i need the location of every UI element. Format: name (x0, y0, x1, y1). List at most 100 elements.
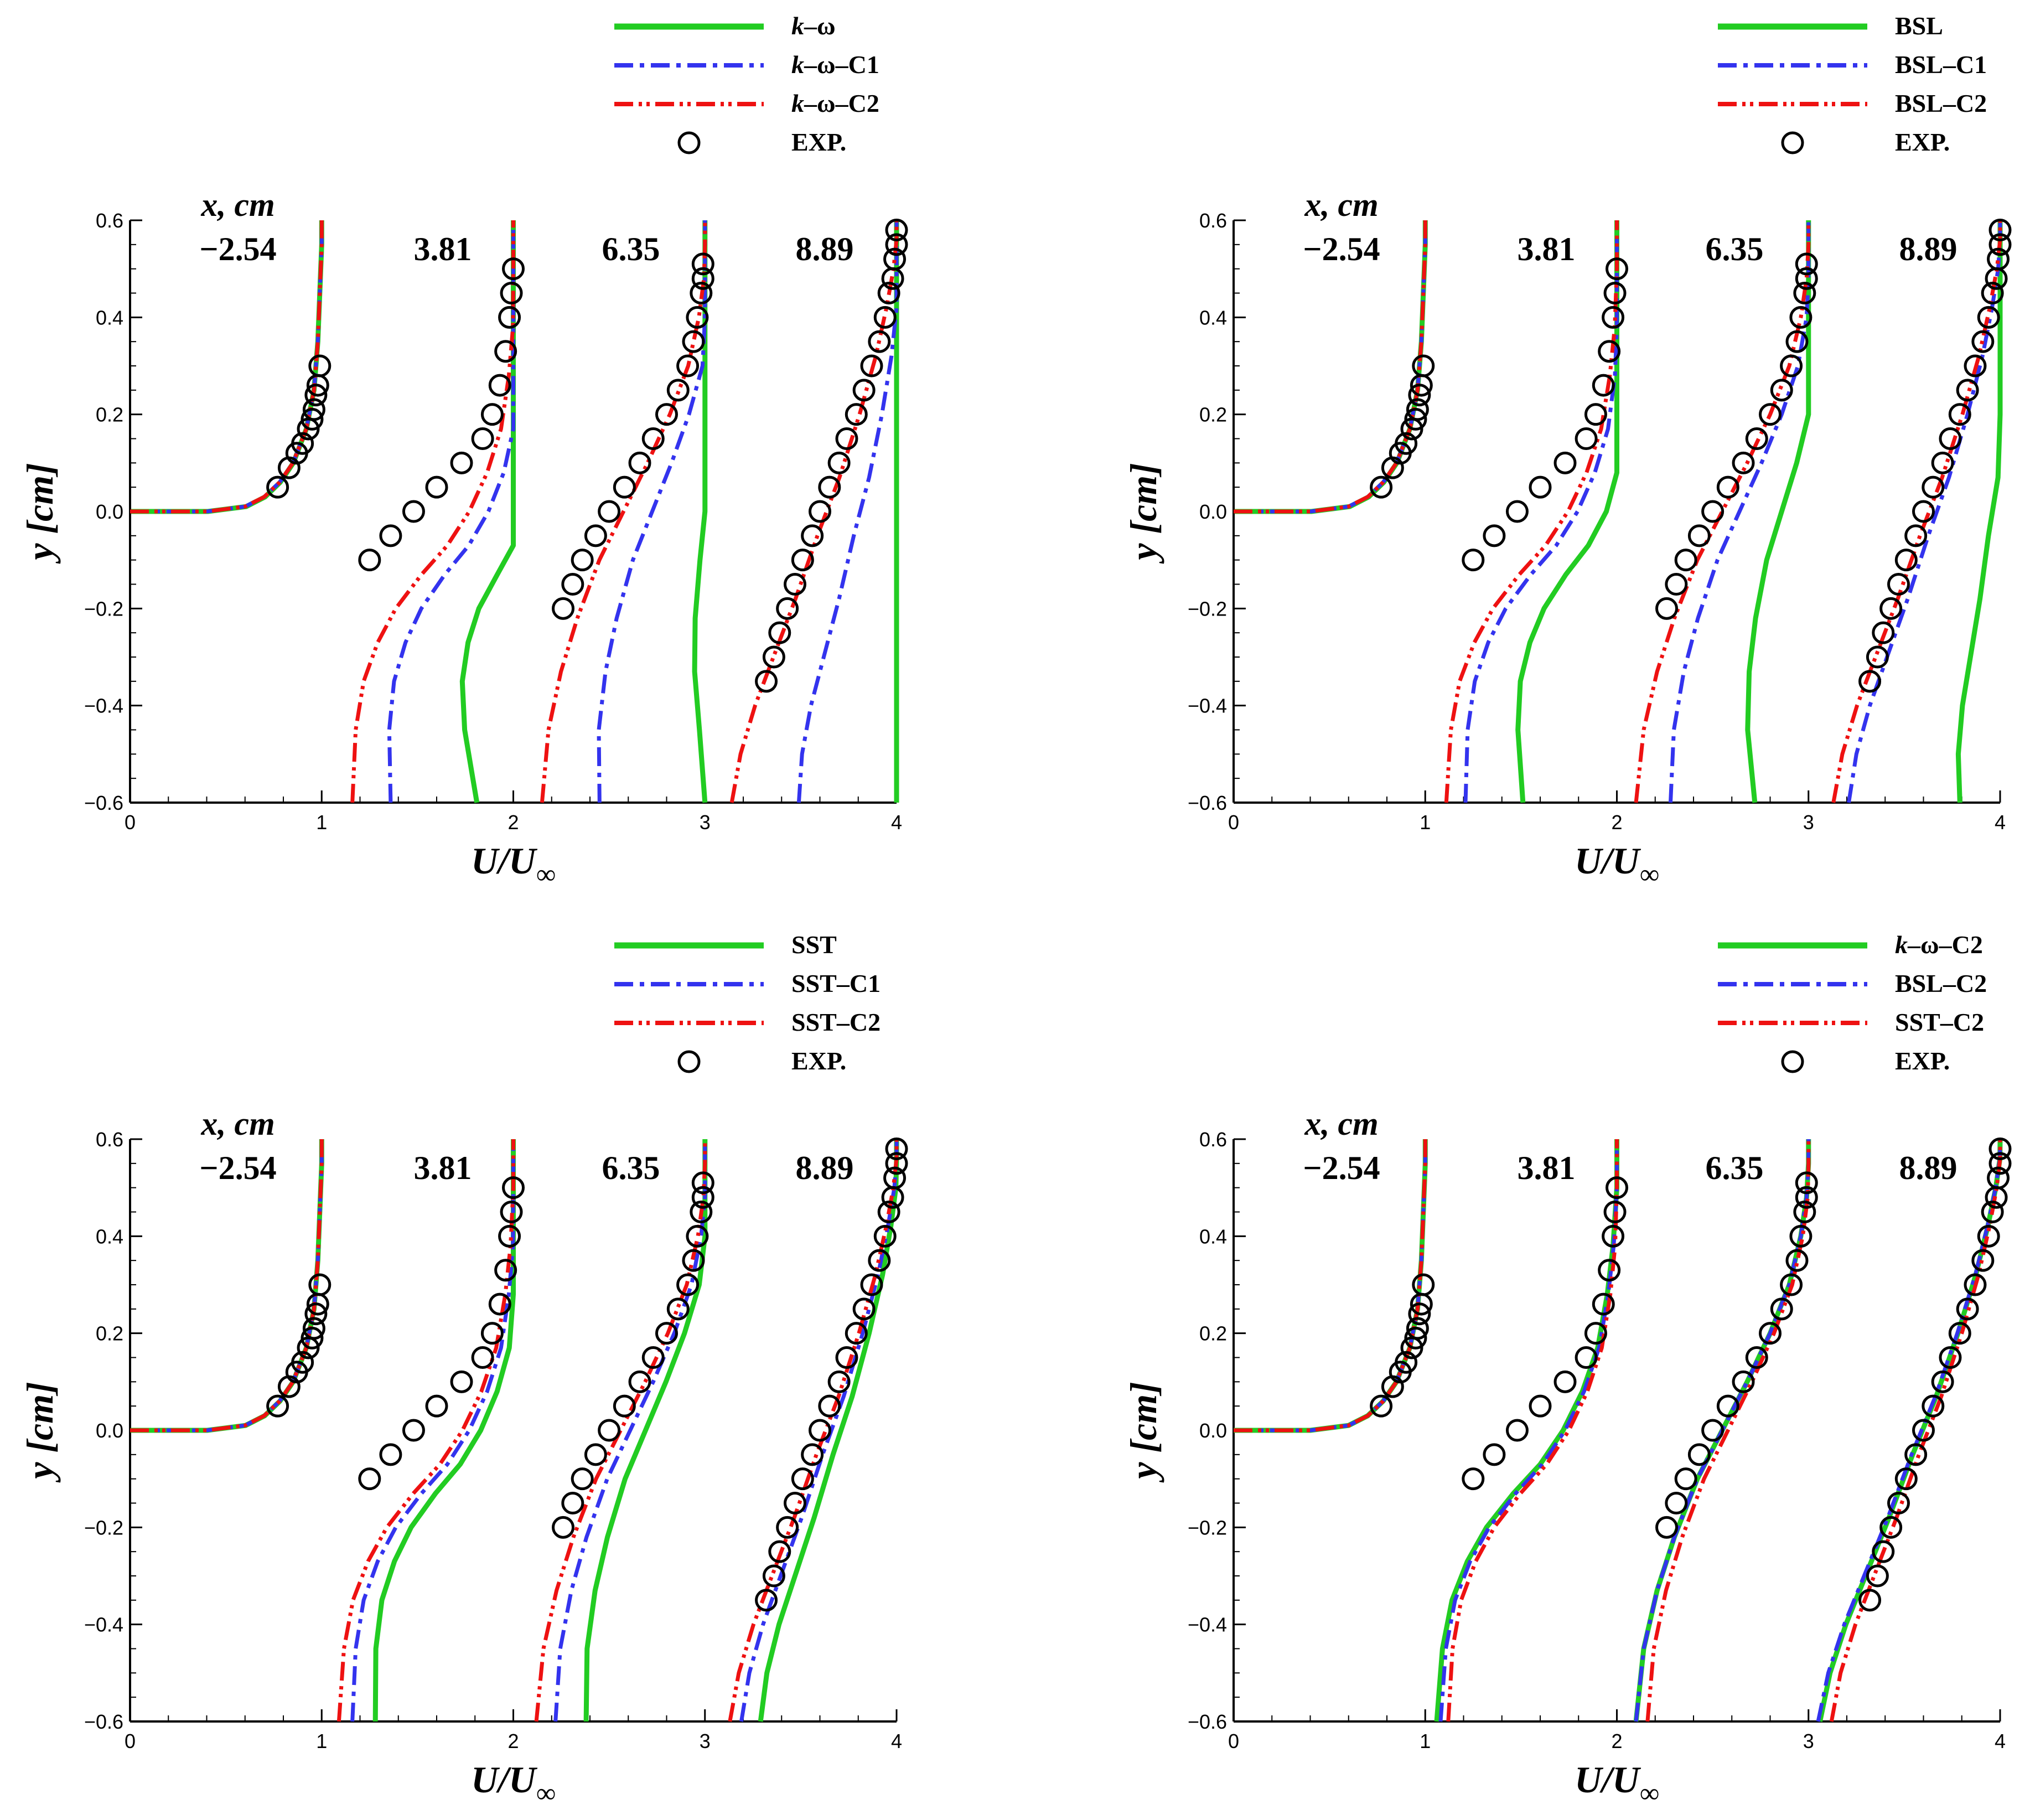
exp-point (666, 379, 690, 402)
x-tick-label: 3 (700, 811, 711, 834)
x-tick-label: 4 (1995, 811, 2006, 834)
exp-point (1795, 252, 1818, 276)
legend-label-text: BSL–C2 (1895, 89, 1987, 117)
exp-point (502, 257, 525, 281)
legend-label: EXP. (1895, 1047, 1950, 1075)
exp-point (852, 1297, 876, 1321)
exp-point (450, 451, 473, 474)
series-blue-station-3 (739, 1139, 899, 1722)
exp-point (1505, 500, 1529, 523)
exp-point (682, 330, 705, 353)
exp-point (498, 306, 521, 329)
legend-label: SST–C2 (791, 1008, 881, 1036)
y-axis-title: y [cm] (19, 463, 61, 564)
exp-point (450, 1370, 473, 1393)
exp-point (1370, 475, 1393, 499)
exp-point (1408, 384, 1431, 407)
exp-point (308, 354, 332, 378)
exp-point (358, 549, 381, 572)
exp-point (1795, 1171, 1818, 1195)
station-title: x, cm (1304, 1105, 1378, 1142)
y-tick-label: 0.6 (1199, 209, 1227, 232)
exp-point (1987, 1166, 2010, 1190)
x-tick-label: 1 (1420, 1730, 1431, 1752)
exp-point (379, 524, 402, 547)
legend-label-text: BSL–C1 (1895, 50, 1987, 79)
series-blue-station-2 (597, 220, 707, 803)
exp-point (1553, 1370, 1577, 1393)
exp-point (494, 340, 517, 363)
exp-point (690, 282, 713, 304)
exp-point (291, 1351, 314, 1374)
exp-point (628, 1370, 651, 1393)
y-tick-label: 0.4 (96, 306, 123, 329)
y-tick-label: 0.6 (96, 1128, 123, 1151)
station-label: 3.81 (414, 1150, 472, 1186)
series-green-station-2 (583, 1139, 708, 1722)
x-tick-label: 0 (1228, 1730, 1239, 1752)
x-tick-label: 0 (125, 1730, 136, 1752)
station-label: 3.81 (1518, 231, 1576, 267)
exp-point (768, 1540, 791, 1563)
y-axis-title-symbol: y (19, 534, 61, 564)
exp-point (1462, 549, 1485, 572)
exp-point (1406, 1317, 1429, 1340)
exp-point (584, 1443, 607, 1466)
exp-point (1770, 379, 1793, 402)
exp-point (500, 1201, 523, 1223)
y-tick-label: −0.4 (1188, 695, 1227, 717)
exp-point (1887, 573, 1910, 596)
series-blue-station-3 (796, 220, 899, 803)
exp-point (502, 1176, 525, 1199)
exp-point (425, 475, 448, 499)
y-tick-label: 0.0 (96, 500, 123, 523)
exp-point (358, 1467, 381, 1491)
exp-point (801, 1443, 824, 1466)
legend-label-text: EXP. (791, 128, 846, 156)
y-tick-label: −0.6 (84, 1710, 123, 1733)
exp-point (1674, 1467, 1697, 1491)
y-tick-label: 0.2 (96, 404, 123, 426)
exp-point (1716, 1394, 1739, 1418)
exp-point (1483, 1443, 1506, 1466)
exp-point (762, 645, 785, 669)
legend-label: BSL–C2 (1895, 969, 1987, 997)
exp-point (1858, 670, 1882, 693)
legend-marker-exp (677, 1050, 701, 1073)
x-tick-label: 1 (1420, 811, 1431, 834)
panel-top-right: 0 1 2 3 4 −0.6 −0.4 −0.2 0.0 0.2 0.4 0.6 U/U∞ y [cm] x… (1122, 12, 2012, 890)
panel-bottom-right: 0 1 2 3 4 −0.6 −0.4 −0.2 0.0 0.2 0.4 0.6 U/U∞ y [cm] x… (1122, 930, 2012, 1808)
exp-point (1780, 1273, 1803, 1296)
legend-label-text: SST–C1 (791, 969, 881, 997)
exp-point (776, 1516, 799, 1539)
series-blue-station-3 (1847, 220, 2002, 803)
legend-label: EXP. (791, 128, 846, 156)
exp-point (1912, 1419, 1935, 1442)
exp-point (885, 1152, 908, 1175)
exp-point (1553, 451, 1577, 474)
exp-point (1716, 475, 1739, 499)
exp-point (488, 1292, 511, 1316)
y-tick-label: 0.0 (1199, 1419, 1227, 1442)
legend-marker-exp (677, 131, 701, 154)
exp-point (494, 1259, 517, 1282)
exp-point (1732, 1370, 1755, 1393)
exp-point (1964, 354, 1987, 378)
y-tick-label: 0.4 (1199, 1225, 1227, 1248)
y-tick-label: −0.6 (1188, 792, 1227, 814)
exp-point (1674, 549, 1697, 572)
exp-point (809, 500, 831, 523)
legend-label: k–ω–C2 (791, 89, 879, 117)
series-red-station-0 (1234, 1139, 1427, 1433)
exp-point (845, 403, 868, 426)
x-tick-label: 3 (1803, 1730, 1814, 1752)
y-axis-title: y [cm] (1122, 1382, 1164, 1483)
y-tick-label: 0.0 (1199, 500, 1227, 523)
x-tick-label: 1 (316, 811, 327, 834)
exp-point (1922, 475, 1945, 499)
exp-point (1858, 1589, 1882, 1612)
exp-point (1780, 354, 1803, 378)
exp-point (1789, 1224, 1812, 1248)
exp-point (266, 475, 289, 499)
legend-label: EXP. (791, 1047, 846, 1075)
